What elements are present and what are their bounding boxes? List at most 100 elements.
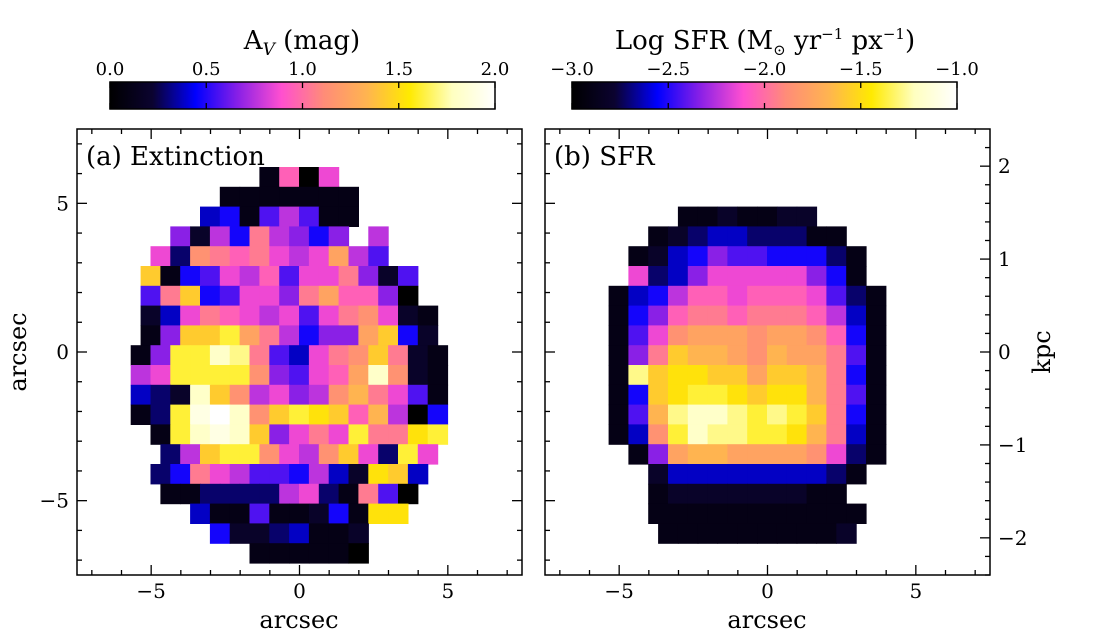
y-tick-label: −5 bbox=[40, 489, 69, 513]
heatmap-cell bbox=[170, 365, 191, 386]
heatmap-cell bbox=[687, 226, 709, 247]
heatmap-cell bbox=[648, 404, 669, 425]
heatmap-cell bbox=[697, 206, 719, 227]
heatmap-cell bbox=[747, 266, 768, 287]
heatmap-cell bbox=[219, 186, 241, 208]
heatmap-cell bbox=[269, 365, 290, 386]
heatmap-cell bbox=[279, 285, 300, 307]
heatmap-cell bbox=[358, 266, 379, 287]
colorbar-extinction: AV (mag) 0.0 0.5 1.0 1.5 2.0 bbox=[96, 26, 510, 110]
heatmap-cell bbox=[388, 345, 409, 366]
colorbar-tick-label: 0.0 bbox=[96, 59, 125, 80]
heatmap-cell bbox=[130, 365, 152, 386]
heatmap-cell bbox=[668, 266, 689, 287]
heatmap-cell bbox=[727, 483, 748, 505]
kpc-tick-label: 1 bbox=[998, 247, 1011, 271]
heatmap-cell bbox=[338, 285, 359, 307]
heatmap-cell bbox=[727, 444, 748, 465]
heatmap-cell bbox=[378, 483, 399, 505]
heatmap-cell bbox=[668, 365, 689, 386]
heatmap-cell bbox=[170, 404, 191, 425]
heatmap-cell bbox=[180, 444, 201, 465]
heatmap-cell bbox=[358, 325, 379, 346]
heatmap-cell bbox=[308, 384, 330, 406]
heatmap-cell bbox=[378, 266, 399, 287]
panel-sfr-kpc-label: kpc bbox=[1028, 330, 1056, 373]
x-tick-label: 5 bbox=[441, 579, 454, 603]
heatmap-cell bbox=[279, 266, 300, 287]
heatmap-cell bbox=[180, 285, 201, 307]
heatmap-cell bbox=[289, 384, 310, 406]
heatmap-cell bbox=[358, 483, 379, 505]
heatmap-cell bbox=[249, 543, 270, 564]
heatmap-cell bbox=[407, 345, 429, 366]
heatmap-cell bbox=[150, 345, 171, 366]
heatmap-cell bbox=[866, 285, 887, 307]
heatmap-cell bbox=[289, 543, 310, 564]
heatmap-cell bbox=[259, 285, 280, 307]
heatmap-cell bbox=[826, 325, 847, 346]
heatmap-cell bbox=[727, 226, 748, 247]
heatmap-cell bbox=[727, 246, 748, 267]
heatmap-cell bbox=[628, 365, 649, 386]
heatmap-cell bbox=[160, 444, 181, 465]
heatmap-cell bbox=[668, 444, 689, 465]
heatmap-cell bbox=[767, 365, 788, 386]
panel-sfr: −5 0 5 2 1 0 −1 −2 (b) SFR arcsec kpc bbox=[544, 128, 1056, 634]
heatmap-cell bbox=[687, 464, 709, 485]
heatmap-cell bbox=[269, 345, 290, 366]
heatmap-cell bbox=[239, 266, 260, 287]
heatmap-cell bbox=[388, 404, 409, 425]
heatmap-cell bbox=[299, 206, 320, 227]
heatmap-cell bbox=[826, 384, 847, 406]
heatmap-cell bbox=[846, 424, 867, 445]
heatmap-cell bbox=[628, 444, 649, 465]
heatmap-cell bbox=[846, 384, 867, 406]
heatmap-cell bbox=[150, 246, 171, 267]
colorbar-tick-label: 2.0 bbox=[481, 59, 510, 80]
heatmap-cell bbox=[249, 384, 270, 406]
heatmap-cell bbox=[727, 345, 748, 366]
heatmap-cell bbox=[826, 266, 847, 287]
heatmap-cell bbox=[160, 305, 181, 326]
heatmap-cell bbox=[707, 305, 728, 326]
heatmap-cell bbox=[407, 365, 429, 386]
heatmap-cell bbox=[786, 305, 808, 326]
heatmap-cell bbox=[866, 305, 887, 326]
heatmap-cell bbox=[767, 503, 788, 524]
heatmap-cell bbox=[747, 305, 768, 326]
heatmap-cell bbox=[338, 325, 359, 346]
heatmap-cell bbox=[378, 325, 399, 346]
heatmap-cell bbox=[677, 523, 699, 544]
heatmap-cell bbox=[687, 384, 709, 406]
heatmap-cell bbox=[707, 365, 728, 386]
heatmap-cell bbox=[348, 543, 369, 564]
heatmap-cell bbox=[806, 464, 827, 485]
heatmap-cell bbox=[289, 424, 310, 445]
heatmap-cell bbox=[806, 285, 827, 307]
colorbar-extinction-title: AV (mag) bbox=[243, 26, 360, 60]
heatmap-cell bbox=[628, 345, 649, 366]
heatmap-cell bbox=[229, 226, 251, 247]
heatmap-cell bbox=[866, 384, 887, 406]
heatmap-cell bbox=[388, 424, 409, 445]
heatmap-cell bbox=[328, 543, 350, 564]
heatmap-cell bbox=[757, 523, 778, 544]
heatmap-cell bbox=[687, 305, 709, 326]
heatmap-cell bbox=[628, 266, 649, 287]
heatmap-cell bbox=[249, 404, 270, 425]
heatmap-cell bbox=[328, 523, 350, 544]
panel-extinction-xlabel: arcsec bbox=[259, 606, 338, 634]
x-tick-label: 5 bbox=[909, 579, 922, 603]
heatmap-cell bbox=[229, 464, 251, 485]
heatmap-cell bbox=[776, 206, 798, 227]
heatmap-cell bbox=[239, 325, 260, 346]
heatmap-cell bbox=[628, 305, 649, 326]
heatmap-cell bbox=[786, 266, 808, 287]
heatmap-cell bbox=[289, 404, 310, 425]
heatmap-cell bbox=[806, 503, 827, 524]
heatmap-cell bbox=[846, 285, 867, 307]
heatmap-cell bbox=[269, 503, 290, 524]
heatmap-cell bbox=[668, 404, 689, 425]
heatmap-cell bbox=[368, 365, 389, 386]
